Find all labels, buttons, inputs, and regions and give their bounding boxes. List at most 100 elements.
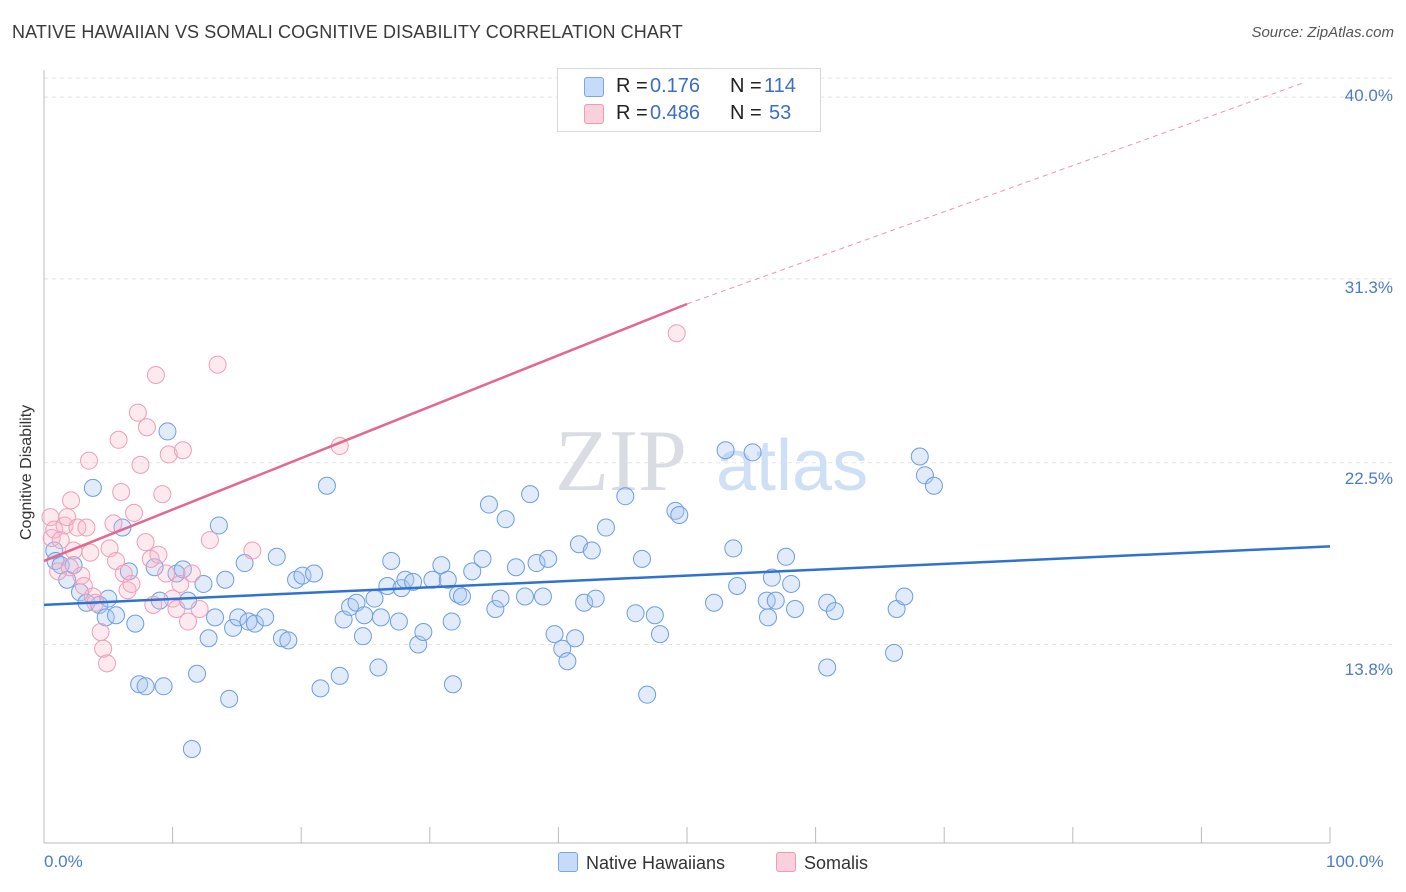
data-point bbox=[173, 560, 192, 579]
data-point bbox=[243, 541, 262, 560]
data-point bbox=[126, 614, 145, 633]
data-point bbox=[104, 514, 123, 533]
data-point bbox=[479, 495, 498, 514]
axes bbox=[43, 70, 1331, 844]
bottom-legend-somali: Somalis bbox=[776, 852, 868, 874]
legend-r-label: R = bbox=[616, 75, 648, 97]
data-point bbox=[122, 574, 141, 593]
y-tick-label: 31.3% bbox=[1344, 278, 1393, 297]
data-point bbox=[626, 604, 645, 623]
data-point bbox=[194, 574, 213, 593]
data-point bbox=[759, 608, 778, 627]
x-tick-label: 0.0% bbox=[44, 852, 83, 871]
series-somalis bbox=[41, 324, 686, 673]
data-point bbox=[256, 608, 275, 627]
legend-swatch bbox=[776, 852, 796, 872]
data-point bbox=[200, 531, 219, 550]
data-point bbox=[179, 612, 198, 631]
data-point bbox=[159, 445, 178, 464]
data-point bbox=[153, 485, 172, 504]
data-point bbox=[596, 518, 615, 537]
data-point bbox=[128, 403, 147, 422]
data-point bbox=[777, 547, 796, 566]
data-point bbox=[311, 679, 330, 698]
data-point bbox=[786, 600, 805, 619]
data-point bbox=[632, 549, 651, 568]
data-point bbox=[94, 639, 113, 658]
data-point bbox=[49, 562, 68, 581]
series-native-hawaiians bbox=[45, 422, 943, 758]
data-point bbox=[818, 658, 837, 677]
data-point bbox=[575, 593, 594, 612]
data-point bbox=[229, 608, 248, 627]
data-point bbox=[81, 543, 100, 562]
data-point bbox=[650, 625, 669, 644]
data-point bbox=[369, 658, 388, 677]
data-point bbox=[216, 570, 235, 589]
data-point bbox=[91, 622, 110, 641]
data-point bbox=[107, 606, 126, 625]
data-point bbox=[182, 564, 201, 583]
data-point bbox=[545, 625, 564, 644]
data-point bbox=[209, 516, 228, 535]
y-axis-label: Cognitive Disability bbox=[18, 404, 35, 540]
data-point bbox=[267, 547, 286, 566]
data-point bbox=[638, 685, 657, 704]
data-point bbox=[149, 545, 168, 564]
data-point bbox=[355, 606, 374, 625]
legend-swatch bbox=[584, 104, 604, 124]
watermark: ZIP atlas bbox=[555, 413, 868, 510]
data-point bbox=[743, 443, 762, 462]
data-point bbox=[98, 654, 117, 673]
data-point bbox=[539, 549, 558, 568]
data-point bbox=[208, 355, 227, 374]
data-point bbox=[616, 487, 635, 506]
data-point bbox=[365, 589, 384, 608]
data-point bbox=[371, 608, 390, 627]
data-point bbox=[762, 568, 781, 587]
data-point bbox=[77, 518, 96, 537]
data-point bbox=[137, 418, 156, 437]
data-point bbox=[825, 602, 844, 621]
data-point bbox=[586, 589, 605, 608]
data-point bbox=[443, 675, 462, 694]
data-point bbox=[146, 366, 165, 385]
y-tick-label: 40.0% bbox=[1344, 86, 1393, 105]
data-point bbox=[220, 689, 239, 708]
data-point bbox=[724, 539, 743, 558]
chart-title: NATIVE HAWAIIAN VS SOMALI COGNITIVE DISA… bbox=[12, 22, 683, 42]
trendlines bbox=[43, 82, 1331, 607]
data-point bbox=[766, 591, 785, 610]
data-point bbox=[136, 677, 155, 696]
source-label: Source: ZipAtlas.com bbox=[1251, 24, 1394, 41]
data-point bbox=[353, 627, 372, 646]
y-tick-label: 13.8% bbox=[1344, 660, 1393, 679]
correlation-legend: R = 0.176 N = 114 R = 0.486 N = 53 bbox=[557, 68, 821, 132]
data-point bbox=[109, 430, 128, 449]
x-tick-label: 100.0% bbox=[1326, 852, 1384, 871]
legend-n-value: 53 bbox=[769, 102, 792, 124]
data-point bbox=[154, 677, 173, 696]
data-point bbox=[491, 589, 510, 608]
data-point bbox=[915, 466, 934, 485]
data-point bbox=[125, 503, 144, 522]
data-point bbox=[506, 558, 525, 577]
data-point bbox=[533, 587, 552, 606]
data-point bbox=[272, 629, 291, 648]
watermark-zip: ZIP bbox=[555, 413, 687, 510]
data-point bbox=[130, 675, 149, 694]
trend-line bbox=[43, 302, 688, 563]
data-point bbox=[173, 441, 192, 460]
data-point bbox=[924, 476, 943, 495]
data-point bbox=[188, 664, 207, 683]
data-point bbox=[190, 600, 209, 619]
data-point bbox=[582, 541, 601, 560]
data-point bbox=[705, 593, 724, 612]
data-point bbox=[158, 422, 177, 441]
data-point bbox=[74, 577, 93, 596]
data-point bbox=[716, 441, 735, 460]
bottom-legend-label: Native Hawaiians bbox=[586, 853, 726, 873]
legend-n-label: N = bbox=[730, 75, 762, 97]
data-point bbox=[68, 518, 87, 537]
